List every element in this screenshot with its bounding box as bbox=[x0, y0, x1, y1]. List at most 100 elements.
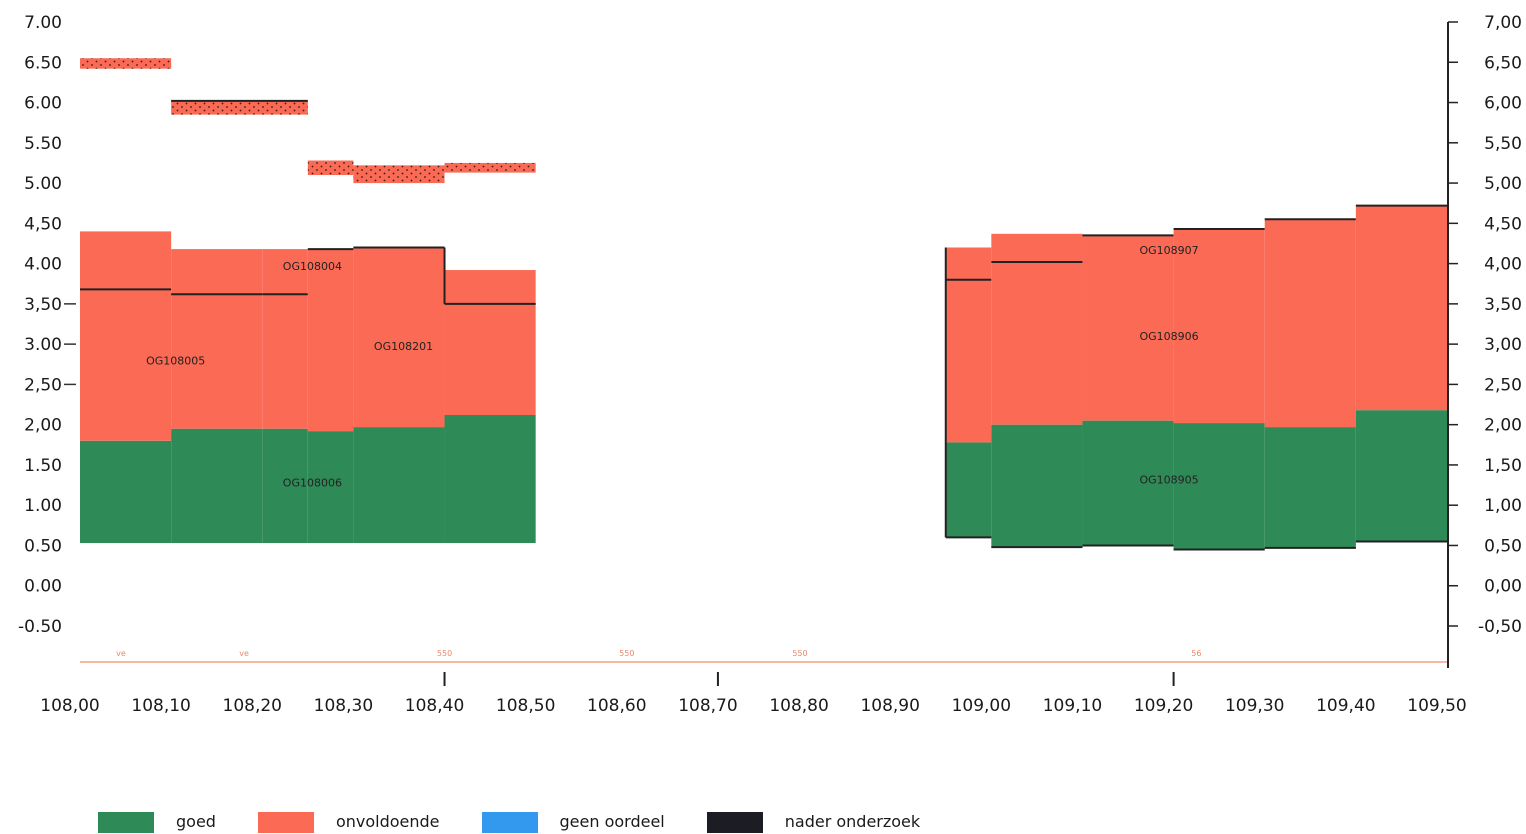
y-left-tick-label-13: 0.50 bbox=[24, 536, 62, 556]
hatched-bar-0 bbox=[80, 58, 172, 69]
y-right-tick-label-9: 2,50 bbox=[1484, 375, 1522, 395]
y-right-tick-label-6: 4,00 bbox=[1484, 255, 1522, 275]
goed-bar-8 bbox=[1082, 420, 1174, 546]
bottom-label-0: ve bbox=[116, 649, 126, 658]
segment-label-3: OG108006 bbox=[283, 477, 342, 490]
x-tick-label-11: 109,10 bbox=[1043, 696, 1102, 716]
bottom-line-group: ve ve 550 550 550 56 bbox=[80, 649, 1447, 663]
hatched-bar-3 bbox=[353, 165, 445, 184]
goed-bar-1 bbox=[171, 428, 263, 544]
x-tick-label-8: 108,80 bbox=[769, 696, 828, 716]
goed-bar-4 bbox=[353, 427, 445, 544]
y-right-tick-label-3: 5,50 bbox=[1484, 134, 1522, 154]
onvoldoende-bar-2 bbox=[262, 249, 308, 429]
x-tick-label-6: 108,60 bbox=[587, 696, 646, 716]
x-tick-label-1: 108,10 bbox=[131, 696, 190, 716]
onvoldoende-bar-6 bbox=[945, 247, 992, 443]
x-tick-label-10: 109,00 bbox=[952, 696, 1011, 716]
onvoldoende-bar-8 bbox=[1082, 235, 1174, 421]
y-left-tick-label-14: 0.00 bbox=[24, 577, 62, 597]
hatched-bar-4 bbox=[444, 162, 536, 173]
y-right-tick-label-2: 6,00 bbox=[1484, 94, 1522, 114]
y-right-tick-label-14: 0,00 bbox=[1484, 577, 1522, 597]
onvoldoende-bar-9 bbox=[1173, 228, 1265, 424]
bottom-label-5: 56 bbox=[1191, 649, 1201, 658]
bottom-label-2: 550 bbox=[437, 649, 452, 658]
segments-group bbox=[80, 204, 1447, 551]
y-left-tick-label-1: 6.50 bbox=[24, 53, 62, 73]
y-left-tick-label-2: 6.00 bbox=[24, 94, 62, 114]
segment-label-0: OG108005 bbox=[146, 354, 205, 367]
y-right-tick-label-15: -0,50 bbox=[1478, 617, 1522, 637]
y-axis-left: 7.00 6.50 6.00 5.50 5.00 4,50 4.00 3,50 3.00 2,50… bbox=[18, 13, 76, 637]
y-left-tick-label-0: 7.00 bbox=[24, 13, 62, 33]
legend-swatch-goed bbox=[98, 812, 154, 833]
segment-labels-group: OG108005 OG108004 OG108201 OG108006 OG108907… bbox=[146, 244, 1199, 490]
goed-bar-3 bbox=[307, 431, 354, 544]
hatched-group bbox=[80, 58, 536, 184]
legend-item-onvoldoende: onvoldoende bbox=[257, 812, 460, 833]
bottom-label-4: 550 bbox=[792, 649, 807, 658]
onvoldoende-bar-7 bbox=[991, 233, 1083, 425]
legend-swatch-onvoldoende bbox=[257, 812, 314, 833]
y-left-tick-label-3: 5.50 bbox=[24, 134, 62, 154]
goed-bar-6 bbox=[945, 442, 992, 538]
x-tick-label-7: 108,70 bbox=[678, 696, 737, 716]
x-tick-label-0: 108,00 bbox=[40, 696, 99, 716]
y-left-tick-label-12: 1.00 bbox=[24, 496, 62, 516]
y-left-tick-label-11: 1.50 bbox=[24, 456, 62, 476]
y-right-tick-label-12: 1,00 bbox=[1484, 496, 1522, 516]
segment-label-1: OG108004 bbox=[283, 260, 342, 273]
hatched-bar-2 bbox=[307, 160, 354, 176]
goed-bar-11 bbox=[1355, 410, 1447, 542]
onvoldoende-bar-3 bbox=[307, 249, 354, 432]
goed-bar-10 bbox=[1264, 427, 1356, 548]
goed-bar-2 bbox=[262, 428, 308, 544]
legend-label-geen-oordeel: geen oordeel bbox=[559, 812, 665, 831]
y-right-tick-label-4: 5,00 bbox=[1484, 174, 1522, 194]
legend-label-nader-onderzoek: nader onderzoek bbox=[784, 812, 921, 831]
y-right-tick-label-8: 3,00 bbox=[1484, 335, 1522, 355]
y-right-tick-label-1: 6,50 bbox=[1484, 53, 1522, 73]
segment-label-4: OG108907 bbox=[1139, 244, 1198, 257]
y-right-tick-label-13: 0,50 bbox=[1484, 536, 1522, 556]
onvoldoende-bar-0 bbox=[80, 231, 172, 441]
legend-swatch-nader-onderzoek bbox=[706, 812, 763, 833]
x-tick-label-15: 109,50 bbox=[1407, 696, 1466, 716]
hatched-bar-1 bbox=[171, 100, 308, 115]
onvoldoende-bar-10 bbox=[1264, 219, 1356, 428]
x-axis: 108,00 108,10 108,20 108,30 108,40 108,50 108,… bbox=[40, 672, 1467, 716]
goed-bar-0 bbox=[80, 440, 172, 544]
y-left-tick-label-7: 3,50 bbox=[24, 295, 62, 315]
legend-swatch-geen-oordeel bbox=[481, 812, 538, 833]
y-right-tick-label-7: 3,50 bbox=[1484, 295, 1522, 315]
onvoldoende-bar-5 bbox=[444, 270, 536, 416]
y-left-tick-label-8: 3.00 bbox=[24, 335, 62, 355]
y-left-tick-label-5: 4,50 bbox=[24, 214, 62, 234]
chart-area: 7.00 6.50 6.00 5.50 5.00 4,50 4.00 3,50 3.00 2,50… bbox=[18, 13, 1522, 716]
y-left-tick-label-15: -0.50 bbox=[18, 617, 62, 637]
x-tick-label-2: 108,20 bbox=[223, 696, 282, 716]
x-tick-label-9: 108,90 bbox=[860, 696, 919, 716]
x-tick-label-3: 108,30 bbox=[314, 696, 373, 716]
y-right-tick-label-10: 2,00 bbox=[1484, 416, 1522, 436]
y-right-tick-label-0: 7,00 bbox=[1484, 13, 1522, 33]
bottom-label-3: 550 bbox=[619, 649, 634, 658]
segment-label-6: OG108905 bbox=[1139, 473, 1198, 486]
x-tick-label-13: 109,30 bbox=[1225, 696, 1284, 716]
legend-label-onvoldoende: onvoldoende bbox=[335, 812, 440, 831]
legend-item-nader-onderzoek: nader onderzoek bbox=[706, 812, 940, 833]
segment-label-2: OG108201 bbox=[374, 340, 433, 353]
bottom-label-1: ve bbox=[239, 649, 249, 658]
y-right-tick-label-11: 1,50 bbox=[1484, 456, 1522, 476]
goed-bar-5 bbox=[444, 415, 536, 544]
y-axis-right: 7,00 6,50 6,00 5,50 5,00 4,50 4,00 3,50 3,00 2,50… bbox=[1447, 13, 1522, 668]
y-left-tick-label-6: 4.00 bbox=[24, 255, 62, 275]
onvoldoende-bar-11 bbox=[1355, 205, 1447, 411]
y-left-tick-label-10: 2,00 bbox=[24, 416, 62, 436]
x-tick-label-12: 109,20 bbox=[1134, 696, 1193, 716]
y-right-tick-label-5: 4,50 bbox=[1484, 214, 1522, 234]
onvoldoende-bar-4 bbox=[353, 247, 445, 428]
x-tick-label-5: 108,50 bbox=[496, 696, 555, 716]
legend-label-goed: goed bbox=[176, 812, 216, 831]
